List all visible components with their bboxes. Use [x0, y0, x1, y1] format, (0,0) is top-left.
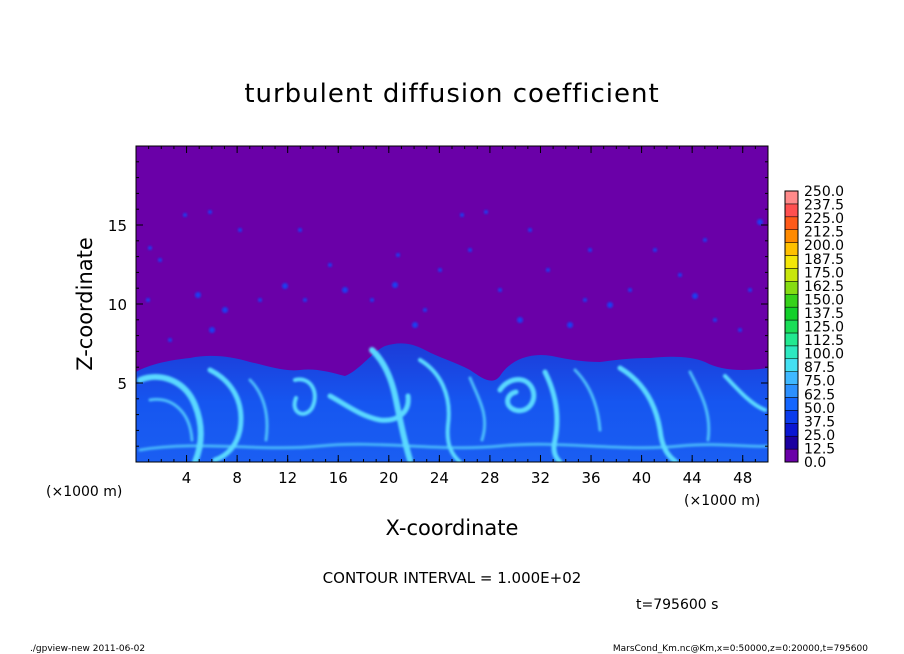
x-tick-label: 32 — [531, 469, 550, 487]
colorbar-swatch — [784, 306, 799, 321]
colorbar-label: 25.0 — [804, 428, 835, 444]
colorbar-label: 250.0 — [804, 184, 844, 200]
contour-interval: CONTOUR INTERVAL = 1.000E+02 — [323, 569, 582, 587]
colorbar-swatch — [784, 423, 799, 437]
time-label: t=795600 s — [636, 597, 718, 613]
colorbar-label: 100.0 — [804, 347, 844, 363]
colorbar-swatch — [784, 332, 799, 347]
x-tick-label: 36 — [581, 469, 600, 487]
colorbar-label: 50.0 — [804, 401, 835, 417]
colorbar-swatch — [784, 203, 799, 218]
colorbar-label: 225.0 — [804, 211, 844, 227]
x-tick-label: 24 — [430, 469, 449, 487]
x-tick-label: 16 — [329, 469, 348, 487]
x-tick-label: 8 — [232, 469, 242, 487]
free-atmosphere-eddies — [146, 210, 763, 342]
colorbar-swatch — [784, 410, 799, 424]
colorbar-swatch — [784, 293, 799, 308]
colorbar-swatch — [784, 371, 799, 385]
colorbar-swatch — [784, 255, 799, 269]
colorbar-swatch — [784, 448, 799, 463]
colorbar-label: 62.5 — [804, 387, 835, 403]
colorbar-swatch — [784, 268, 799, 282]
x-axis-label: X-coordinate — [386, 516, 519, 540]
colorbar-label: 12.5 — [804, 441, 835, 457]
x-tick-label: 20 — [379, 469, 398, 487]
colorbar-label: 200.0 — [804, 238, 844, 254]
colorbar-swatch — [784, 435, 799, 450]
colorbar-label: 162.5 — [804, 279, 844, 295]
colorbar-label: 150.0 — [804, 292, 844, 308]
colorbar-label: 187.5 — [804, 252, 844, 268]
y-axis-unit: (×1000 m) — [46, 484, 122, 500]
colorbar-swatch — [784, 397, 799, 411]
colorbar-frame — [784, 190, 799, 463]
x-axis-unit: (×1000 m) — [684, 493, 760, 509]
x-axis: 4 8 12 16 20 24 28 32 36 40 44 48 — [135, 146, 769, 487]
colorbar-label: 37.5 — [804, 414, 835, 430]
x-tick-label: 4 — [182, 469, 192, 487]
footer-left: ./gpview-new 2011-06-02 — [30, 644, 145, 654]
colorbar-swatch — [784, 216, 799, 230]
y-tick-label: 5 — [117, 375, 127, 393]
x-tick-label: 40 — [632, 469, 651, 487]
colorbar-label: 125.0 — [804, 320, 844, 336]
colorbar-swatch — [784, 384, 799, 398]
colorbar-label: 0.0 — [804, 455, 826, 471]
footer-right: MarsCond_Km.nc@Km,x=0:50000,z=0:20000,t=… — [613, 644, 868, 654]
plot-area — [136, 146, 768, 462]
colorbar-label: 87.5 — [804, 360, 835, 376]
colorbar-label: 137.5 — [804, 306, 844, 322]
colorbar-label: 75.0 — [804, 374, 835, 390]
chart-title: turbulent diffusion coefficient — [244, 79, 659, 109]
x-tick-label: 48 — [733, 469, 752, 487]
x-tick-label: 28 — [480, 469, 499, 487]
x-tick-label: 12 — [278, 469, 297, 487]
y-tick-label: 10 — [108, 296, 127, 314]
colorbar-swatch — [784, 358, 799, 372]
y-axis: 5 10 15 — [108, 145, 768, 463]
colorbar-swatch — [784, 242, 799, 256]
y-tick-label: 15 — [108, 217, 127, 235]
colorbar-swatch — [784, 281, 799, 295]
turbulent-streaks — [137, 347, 768, 462]
colorbar-swatch — [784, 319, 799, 334]
colorbar-label: 175.0 — [804, 265, 844, 281]
colorbar-label: 212.5 — [804, 225, 844, 241]
boundary-layer-field — [136, 343, 768, 462]
y-axis-label: Z-coordinate — [73, 237, 97, 371]
x-tick-label: 44 — [683, 469, 702, 487]
colorbar-label: 112.5 — [804, 333, 844, 349]
colorbar-label: 237.5 — [804, 198, 844, 214]
colorbar: 0.012.525.037.550.062.575.087.5100.0112.… — [784, 184, 844, 471]
colorbar-swatch — [784, 345, 799, 360]
colorbar-swatch — [784, 190, 799, 205]
colorbar-swatch — [784, 229, 799, 243]
